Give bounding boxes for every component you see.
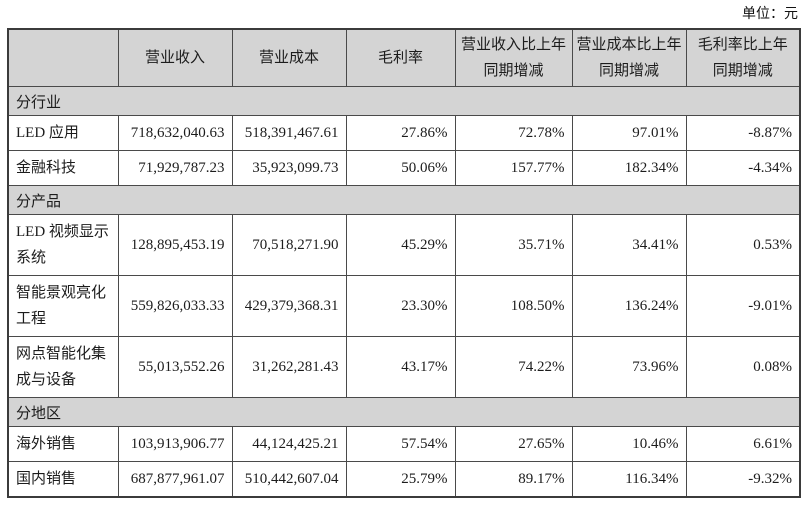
table-row-overseas-sales: 海外销售 103,913,906.77 44,124,425.21 57.54%… bbox=[7, 426, 801, 462]
col-header-revenue: 营业收入 bbox=[117, 28, 233, 87]
cell-cost-yoy: 136.24% bbox=[571, 275, 687, 337]
cell-gross-margin: 57.54% bbox=[345, 426, 456, 462]
col-header-blank bbox=[7, 28, 119, 87]
row-label: LED 应用 bbox=[7, 115, 119, 151]
cell-cost-yoy: 34.41% bbox=[571, 214, 687, 276]
cell-margin-yoy: -4.34% bbox=[685, 150, 801, 186]
table-row-domestic-sales: 国内销售 687,877,961.07 510,442,607.04 25.79… bbox=[7, 461, 801, 498]
cell-margin-yoy: 0.53% bbox=[685, 214, 801, 276]
cell-cost-yoy: 97.01% bbox=[571, 115, 687, 151]
row-label: 网点智能化集成与设备 bbox=[7, 336, 119, 398]
cell-gross-margin: 50.06% bbox=[345, 150, 456, 186]
cell-revenue-yoy: 157.77% bbox=[454, 150, 573, 186]
section-label: 分行业 bbox=[7, 86, 801, 116]
table-row-outlet-integration-equipment: 网点智能化集成与设备 55,013,552.26 31,262,281.43 4… bbox=[7, 336, 801, 398]
cell-revenue: 687,877,961.07 bbox=[117, 461, 233, 498]
cell-margin-yoy: 6.61% bbox=[685, 426, 801, 462]
cell-revenue-yoy: 72.78% bbox=[454, 115, 573, 151]
cell-revenue: 55,013,552.26 bbox=[117, 336, 233, 398]
section-label: 分产品 bbox=[7, 185, 801, 215]
cell-cost: 429,379,368.31 bbox=[231, 275, 347, 337]
cell-revenue: 718,632,040.63 bbox=[117, 115, 233, 151]
cell-revenue-yoy: 89.17% bbox=[454, 461, 573, 498]
cell-gross-margin: 23.30% bbox=[345, 275, 456, 337]
cell-cost: 518,391,467.61 bbox=[231, 115, 347, 151]
cell-cost-yoy: 182.34% bbox=[571, 150, 687, 186]
cell-revenue: 103,913,906.77 bbox=[117, 426, 233, 462]
row-label: 智能景观亮化工程 bbox=[7, 275, 119, 337]
col-header-cost-yoy: 营业成本比上年同期增减 bbox=[571, 28, 687, 87]
cell-cost: 510,442,607.04 bbox=[231, 461, 347, 498]
cell-cost: 44,124,425.21 bbox=[231, 426, 347, 462]
financial-segment-table: 营业收入 营业成本 毛利率 营业收入比上年同期增减 营业成本比上年同期增减 毛利… bbox=[7, 28, 801, 498]
section-row-product: 分产品 bbox=[7, 185, 801, 215]
cell-margin-yoy: -8.87% bbox=[685, 115, 801, 151]
section-row-region: 分地区 bbox=[7, 397, 801, 427]
cell-margin-yoy: 0.08% bbox=[685, 336, 801, 398]
row-label: 金融科技 bbox=[7, 150, 119, 186]
cell-gross-margin: 25.79% bbox=[345, 461, 456, 498]
cell-gross-margin: 43.17% bbox=[345, 336, 456, 398]
cell-revenue: 128,895,453.19 bbox=[117, 214, 233, 276]
cell-cost-yoy: 116.34% bbox=[571, 461, 687, 498]
cell-revenue-yoy: 74.22% bbox=[454, 336, 573, 398]
unit-label: 单位：元 bbox=[742, 7, 798, 22]
cell-revenue-yoy: 108.50% bbox=[454, 275, 573, 337]
cell-gross-margin: 27.86% bbox=[345, 115, 456, 151]
col-header-margin-yoy: 毛利率比上年同期增减 bbox=[685, 28, 801, 87]
cell-revenue-yoy: 27.65% bbox=[454, 426, 573, 462]
cell-revenue-yoy: 35.71% bbox=[454, 214, 573, 276]
col-header-gross-margin: 毛利率 bbox=[345, 28, 456, 87]
table-row-led-application: LED 应用 718,632,040.63 518,391,467.61 27.… bbox=[7, 115, 801, 151]
cell-margin-yoy: -9.32% bbox=[685, 461, 801, 498]
row-label: 国内销售 bbox=[7, 461, 119, 498]
cell-cost: 31,262,281.43 bbox=[231, 336, 347, 398]
col-header-revenue-yoy: 营业收入比上年同期增减 bbox=[454, 28, 573, 87]
table-header: 营业收入 营业成本 毛利率 营业收入比上年同期增减 营业成本比上年同期增减 毛利… bbox=[7, 28, 801, 87]
cell-cost: 70,518,271.90 bbox=[231, 214, 347, 276]
cell-revenue: 71,929,787.23 bbox=[117, 150, 233, 186]
table-row-smart-landscape-lighting: 智能景观亮化工程 559,826,033.33 429,379,368.31 2… bbox=[7, 275, 801, 337]
table-row-fintech: 金融科技 71,929,787.23 35,923,099.73 50.06% … bbox=[7, 150, 801, 186]
col-header-cost: 营业成本 bbox=[231, 28, 347, 87]
section-label: 分地区 bbox=[7, 397, 801, 427]
row-label: LED 视频显示系统 bbox=[7, 214, 119, 276]
cell-margin-yoy: -9.01% bbox=[685, 275, 801, 337]
unit-label-row: 单位：元 bbox=[0, 0, 808, 26]
row-label: 海外销售 bbox=[7, 426, 119, 462]
cell-cost: 35,923,099.73 bbox=[231, 150, 347, 186]
table-row-led-video-display: LED 视频显示系统 128,895,453.19 70,518,271.90 … bbox=[7, 214, 801, 276]
header-row: 营业收入 营业成本 毛利率 营业收入比上年同期增减 营业成本比上年同期增减 毛利… bbox=[7, 28, 801, 87]
cell-revenue: 559,826,033.33 bbox=[117, 275, 233, 337]
cell-cost-yoy: 73.96% bbox=[571, 336, 687, 398]
cell-gross-margin: 45.29% bbox=[345, 214, 456, 276]
cell-cost-yoy: 10.46% bbox=[571, 426, 687, 462]
section-row-industry: 分行业 bbox=[7, 86, 801, 116]
